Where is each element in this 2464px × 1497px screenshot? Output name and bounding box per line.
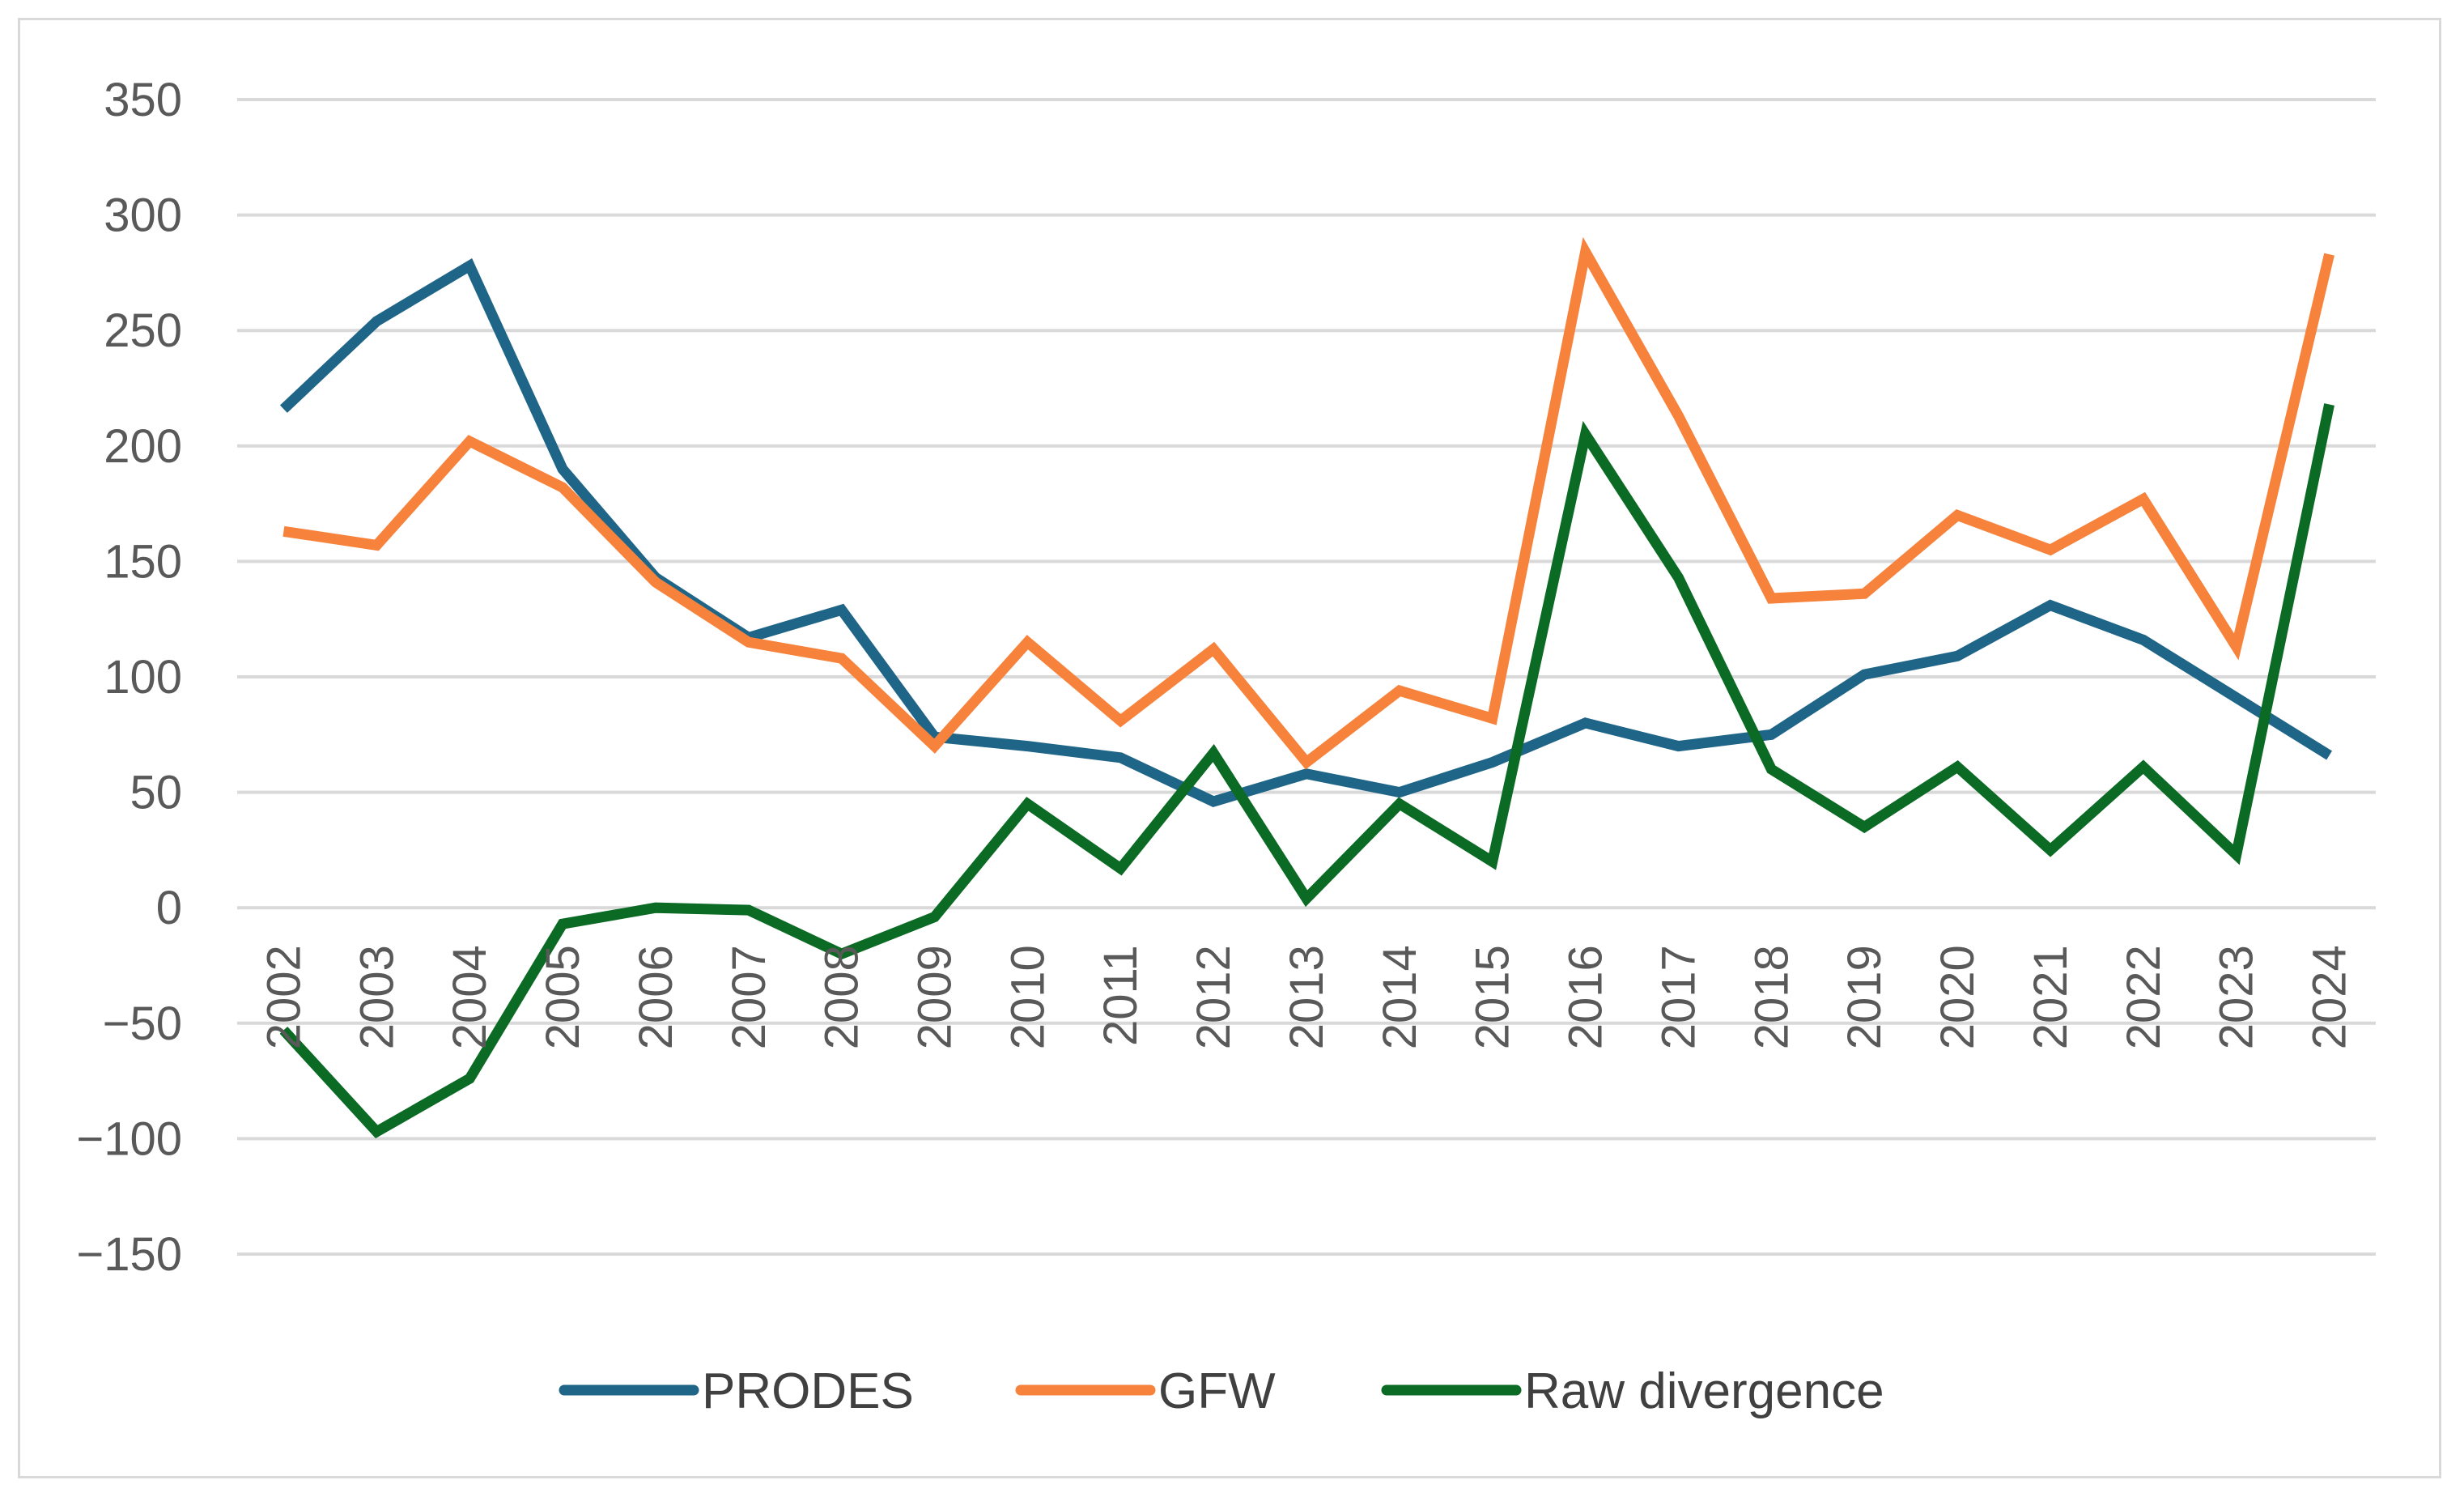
x-tick-label: 2023 <box>2211 945 2263 1049</box>
x-tick-label: 2021 <box>2024 945 2077 1049</box>
y-axis-tick-labels: 350 300 250 200 150 100 50 0 −50 −100 −150 <box>76 74 182 1281</box>
series-lines <box>279 236 2334 1139</box>
x-tick-label: 2013 <box>1281 945 1333 1049</box>
x-tick-label: 2024 <box>2304 945 2356 1049</box>
series-line-raw-divergence <box>279 403 2334 1139</box>
y-tick-label: 100 <box>104 651 182 704</box>
chart-frame: 350 300 250 200 150 100 50 0 −50 −100 −150 2002 200… <box>18 18 2441 1478</box>
x-tick-label: 2014 <box>1374 945 1426 1049</box>
x-tick-label: 2009 <box>909 945 962 1049</box>
legend-label: Raw divergence <box>1524 1363 1884 1419</box>
x-tick-label: 2010 <box>1001 945 1054 1049</box>
y-tick-label: −100 <box>76 1112 182 1165</box>
series-line-gfw <box>283 236 2334 770</box>
x-tick-label: 2022 <box>2118 945 2170 1049</box>
x-tick-label: 2020 <box>1931 945 1984 1049</box>
legend-label: PRODES <box>702 1363 914 1419</box>
x-tick-label: 2012 <box>1187 945 1240 1049</box>
x-tick-label: 2004 <box>444 945 496 1049</box>
y-tick-label: 50 <box>130 767 182 819</box>
series-line-prodes <box>279 258 2333 807</box>
x-tick-label: 2005 <box>537 945 589 1049</box>
gridlines <box>237 98 2376 1256</box>
y-tick-label: 200 <box>104 420 182 473</box>
y-tick-label: −150 <box>76 1228 182 1281</box>
y-tick-label: 300 <box>104 189 182 242</box>
x-tick-label: 2018 <box>1745 945 1798 1049</box>
legend-label: GFW <box>1158 1363 1276 1419</box>
x-axis-tick-labels: 2002 2003 2004 2005 2006 2007 2008 2009 2010 2011… <box>257 945 2356 1049</box>
x-tick-label: 2006 <box>630 945 682 1049</box>
y-tick-label: −50 <box>103 997 182 1050</box>
x-tick-label: 2015 <box>1467 945 1519 1049</box>
x-tick-label: 2011 <box>1094 945 1147 1046</box>
x-tick-label: 2007 <box>723 945 775 1049</box>
x-tick-label: 2008 <box>816 945 869 1049</box>
y-tick-label: 0 <box>156 882 182 934</box>
x-tick-label: 2016 <box>1560 945 1612 1049</box>
y-tick-label: 250 <box>104 304 182 357</box>
legend: PRODES GFW Raw divergence <box>559 1363 1884 1419</box>
y-tick-label: 350 <box>104 74 182 126</box>
y-tick-label: 150 <box>104 535 182 588</box>
x-tick-label: 2002 <box>257 945 310 1049</box>
x-tick-label: 2003 <box>350 945 403 1049</box>
x-tick-label: 2019 <box>1838 945 1891 1049</box>
x-tick-label: 2017 <box>1652 945 1705 1049</box>
